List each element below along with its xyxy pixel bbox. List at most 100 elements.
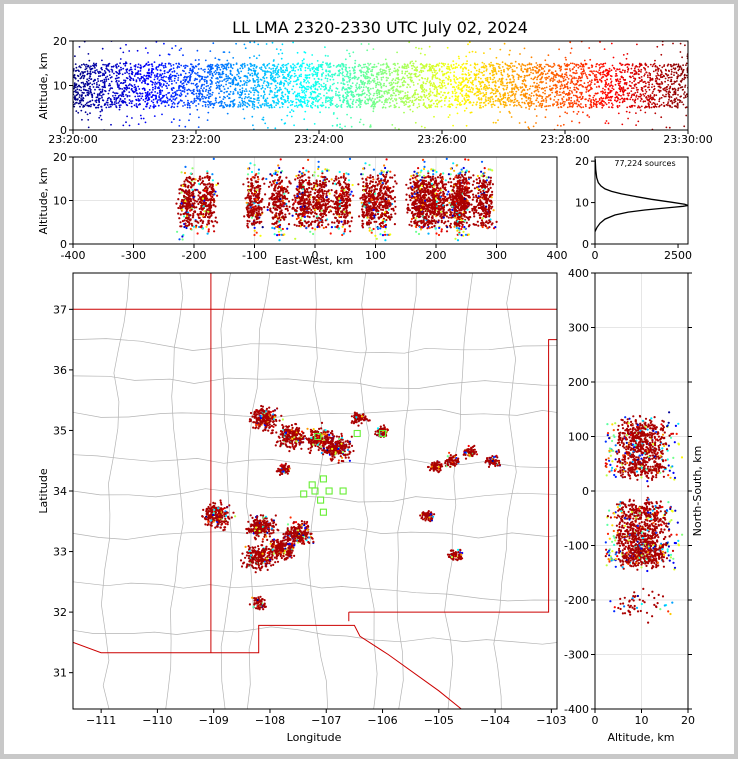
source-point — [116, 83, 119, 86]
source-point — [243, 62, 246, 65]
source-point — [655, 94, 658, 97]
source-point — [441, 81, 444, 84]
source-point — [370, 73, 373, 75]
source-point — [164, 105, 167, 107]
source-point — [250, 87, 253, 89]
source-point — [424, 53, 426, 56]
source-point — [247, 93, 250, 96]
source-point — [448, 106, 451, 108]
source-point — [297, 98, 299, 101]
source-point — [511, 74, 514, 77]
source-point — [652, 98, 655, 100]
source-point — [621, 97, 623, 100]
source-point — [484, 98, 487, 101]
source-point — [643, 74, 646, 77]
source-point — [429, 100, 432, 103]
source-point — [569, 41, 572, 44]
source-point — [194, 77, 197, 80]
source-point — [193, 98, 196, 100]
source-point — [665, 93, 667, 96]
source-point — [336, 94, 339, 96]
source-point — [667, 84, 670, 86]
source-point — [545, 63, 548, 66]
source-point — [271, 91, 273, 93]
source-point — [101, 99, 104, 102]
source-point — [602, 104, 605, 106]
source-point — [208, 93, 211, 95]
source-point — [383, 82, 385, 85]
source-point — [458, 81, 460, 84]
source-point — [523, 47, 526, 50]
source-point — [335, 66, 338, 68]
source-point — [324, 46, 326, 49]
source-point — [519, 94, 522, 96]
source-point — [473, 66, 476, 69]
source-point — [527, 103, 530, 106]
source-point — [595, 100, 598, 103]
source-point — [576, 72, 578, 74]
source-point — [102, 81, 105, 84]
source-point — [172, 67, 175, 70]
source-point — [316, 100, 319, 103]
source-point — [437, 64, 440, 67]
source-point — [207, 89, 210, 92]
source-point — [115, 102, 118, 105]
source-point — [322, 72, 325, 74]
source-point — [252, 100, 255, 103]
source-point — [220, 102, 223, 105]
source-point — [335, 90, 337, 93]
source-point — [564, 86, 567, 88]
source-point — [598, 102, 601, 105]
source-point — [74, 97, 77, 100]
source-point — [560, 65, 563, 68]
source-point — [667, 91, 670, 93]
source-point — [440, 96, 442, 99]
source-point — [672, 64, 675, 67]
source-point — [141, 92, 144, 95]
source-point — [679, 42, 682, 45]
source-point — [218, 66, 221, 69]
source-point — [172, 92, 174, 95]
source-point — [171, 71, 174, 73]
source-point — [189, 67, 192, 70]
source-point — [635, 124, 637, 126]
source-point — [152, 72, 155, 74]
altitude-time-sources — [73, 41, 688, 130]
source-point — [142, 117, 145, 120]
source-point — [207, 64, 210, 67]
source-point — [267, 102, 269, 105]
source-point — [135, 72, 138, 75]
source-point — [667, 104, 669, 107]
source-point — [148, 75, 151, 78]
source-point — [188, 71, 191, 74]
source-point — [616, 74, 618, 77]
source-point — [582, 65, 585, 68]
source-point — [222, 67, 225, 70]
source-point — [161, 62, 163, 65]
source-point — [205, 79, 208, 82]
source-point — [558, 67, 561, 70]
source-point — [620, 88, 623, 90]
source-point — [509, 65, 512, 68]
source-point — [226, 59, 229, 62]
source-point — [348, 80, 351, 83]
source-point — [457, 96, 460, 98]
source-point — [491, 64, 494, 67]
source-point — [671, 106, 673, 109]
source-point — [253, 84, 256, 87]
source-point — [122, 67, 125, 70]
source-point — [151, 91, 153, 94]
source-point — [222, 85, 225, 88]
source-point — [343, 98, 345, 101]
source-point — [419, 63, 422, 66]
source-point — [88, 104, 90, 107]
source-point — [530, 63, 533, 65]
source-point — [151, 83, 154, 86]
source-point — [588, 47, 591, 49]
source-point — [349, 85, 352, 87]
source-point — [379, 83, 382, 86]
source-point — [531, 69, 534, 71]
source-point — [103, 78, 106, 81]
source-point — [174, 45, 177, 47]
